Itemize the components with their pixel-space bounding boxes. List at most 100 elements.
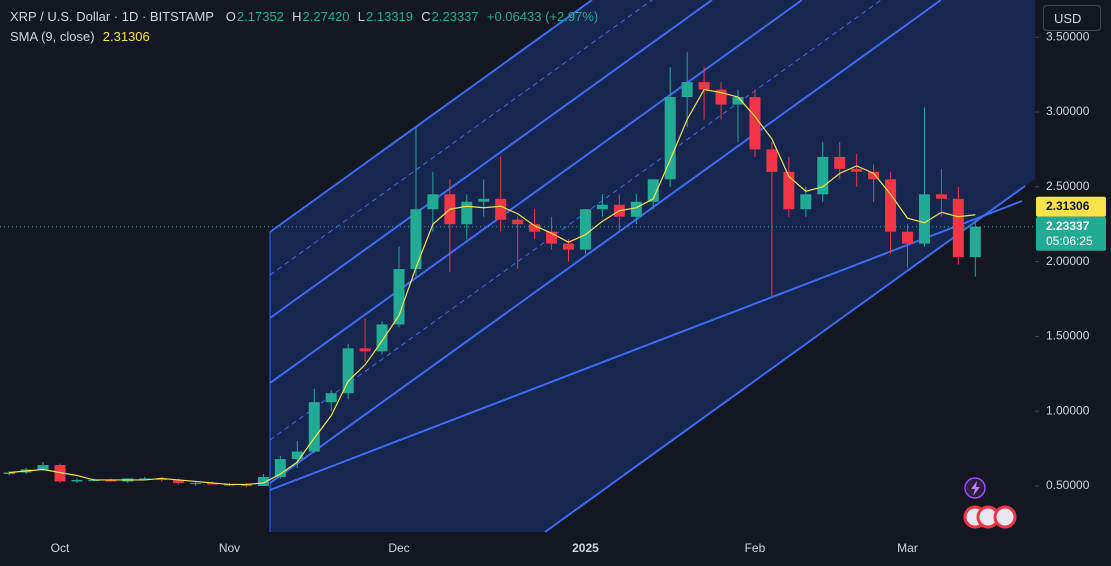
- candle-body: [156, 478, 168, 480]
- candle-body: [783, 171, 795, 210]
- candle-body: [105, 479, 117, 482]
- candle-body: [207, 482, 219, 485]
- candle-body: [410, 209, 422, 270]
- candle-body: [376, 324, 388, 352]
- drawings: [269, 0, 1035, 533]
- ohlc-label: L: [357, 9, 366, 24]
- candle-body: [851, 168, 863, 172]
- symbol-row: XRP / U.S. Dollar · 1D · BITSTAMP O2.173…: [10, 7, 599, 27]
- candle-body: [698, 82, 710, 90]
- candle-body: [817, 156, 829, 195]
- indicator-name: SMA (9, close): [10, 29, 95, 44]
- candle-body: [173, 479, 185, 483]
- candle-body: [749, 97, 761, 150]
- channel-line: [269, 0, 713, 319]
- candle-body: [190, 482, 202, 484]
- candle-body: [952, 198, 964, 258]
- y-tick-label: 1.50000: [1046, 329, 1090, 343]
- icon-bolt: [971, 481, 980, 496]
- candle-body: [969, 226, 981, 258]
- candle-body: [325, 393, 337, 403]
- candle-body: [240, 484, 252, 486]
- candle-body: [579, 209, 591, 250]
- candle-body: [512, 219, 524, 225]
- candle-body: [71, 479, 83, 482]
- candle-body: [664, 97, 676, 180]
- candle-body: [359, 348, 371, 352]
- event-icons: [963, 477, 1017, 529]
- currency-button[interactable]: USD: [1043, 5, 1101, 31]
- indicator-value: 2.31306: [102, 29, 150, 44]
- candle-body: [529, 224, 541, 232]
- candle-body: [291, 451, 303, 460]
- candle-body: [868, 171, 880, 180]
- candle-body: [139, 478, 151, 480]
- indicator-row: SMA (9, close) 2.31306: [10, 27, 599, 47]
- ohlc-value: 2.27420: [302, 9, 350, 24]
- trend-line: [269, 200, 1023, 491]
- x-tick-label: 2025: [572, 541, 599, 555]
- symbol: XRP / U.S. Dollar · 1D · BITSTAMP: [10, 9, 214, 24]
- y-tick-label: 3.00000: [1046, 104, 1090, 118]
- candle-body: [834, 156, 846, 169]
- sma-line: [9, 88, 976, 486]
- y-tick-label: 2.00000: [1046, 254, 1090, 268]
- candle-body: [800, 194, 812, 210]
- candle-body: [918, 194, 930, 244]
- candle-body: [715, 89, 727, 105]
- candle-body: [885, 179, 897, 232]
- channel-line: [269, 0, 653, 276]
- candle-body: [681, 82, 693, 98]
- y-tick-label: 3.50000: [1046, 29, 1090, 43]
- candle-body: [308, 402, 320, 452]
- price-axis: [1035, 0, 1111, 566]
- countdown: 05:06:25: [1046, 234, 1093, 248]
- candle-body: [427, 194, 439, 210]
- sma-tag: [1036, 196, 1106, 217]
- candle-body: [495, 198, 507, 220]
- candle-body: [342, 348, 354, 394]
- x-tick-label: Oct: [51, 541, 70, 555]
- candle-body: [732, 97, 744, 105]
- candle-body: [766, 149, 778, 172]
- channel-fill: [270, 0, 1035, 532]
- ohlc-label: H: [292, 9, 302, 24]
- sma-tag-label: 2.31306: [1046, 199, 1090, 213]
- icon[interactable]: [993, 505, 1017, 529]
- candle-body: [274, 459, 286, 477]
- candle-body: [546, 231, 558, 244]
- candle-body: [935, 194, 947, 199]
- channel-line: [544, 185, 1026, 533]
- candle-body: [563, 243, 574, 250]
- ohlc-value: 2.23337: [431, 9, 479, 24]
- x-tick-label: Mar: [897, 541, 918, 555]
- ohlc-value: 2.13319: [366, 9, 414, 24]
- candle-body: [902, 231, 913, 244]
- candle-body: [647, 179, 659, 202]
- ohlc-label: C: [421, 9, 431, 24]
- candle-body: [3, 472, 15, 474]
- price-tag: [1036, 216, 1106, 251]
- y-tick-label: 2.50000: [1046, 179, 1090, 193]
- change: +0.06433 (+2.97%): [486, 9, 599, 24]
- x-tick-label: Nov: [219, 541, 240, 555]
- channel-line: [269, 0, 803, 384]
- candle-body: [257, 476, 269, 486]
- candle-body: [393, 269, 405, 325]
- candle-body: [630, 201, 642, 217]
- y-tick-label: 0.50000: [1046, 478, 1090, 492]
- ohlc-value: 2.17352: [236, 9, 284, 24]
- candle-body: [596, 204, 608, 210]
- candle-body: [461, 201, 473, 225]
- candle-body: [54, 465, 66, 482]
- channel-line: [269, 0, 942, 484]
- ohlc-label: O: [225, 9, 236, 24]
- x-tick-label: Dec: [388, 541, 409, 555]
- candle-body: [478, 198, 490, 202]
- legend: XRP / U.S. Dollar · 1D · BITSTAMP O2.173…: [10, 7, 599, 47]
- price-tag-label: 2.23337: [1046, 219, 1090, 233]
- candle-body: [37, 465, 49, 470]
- x-tick-label: Feb: [745, 541, 766, 555]
